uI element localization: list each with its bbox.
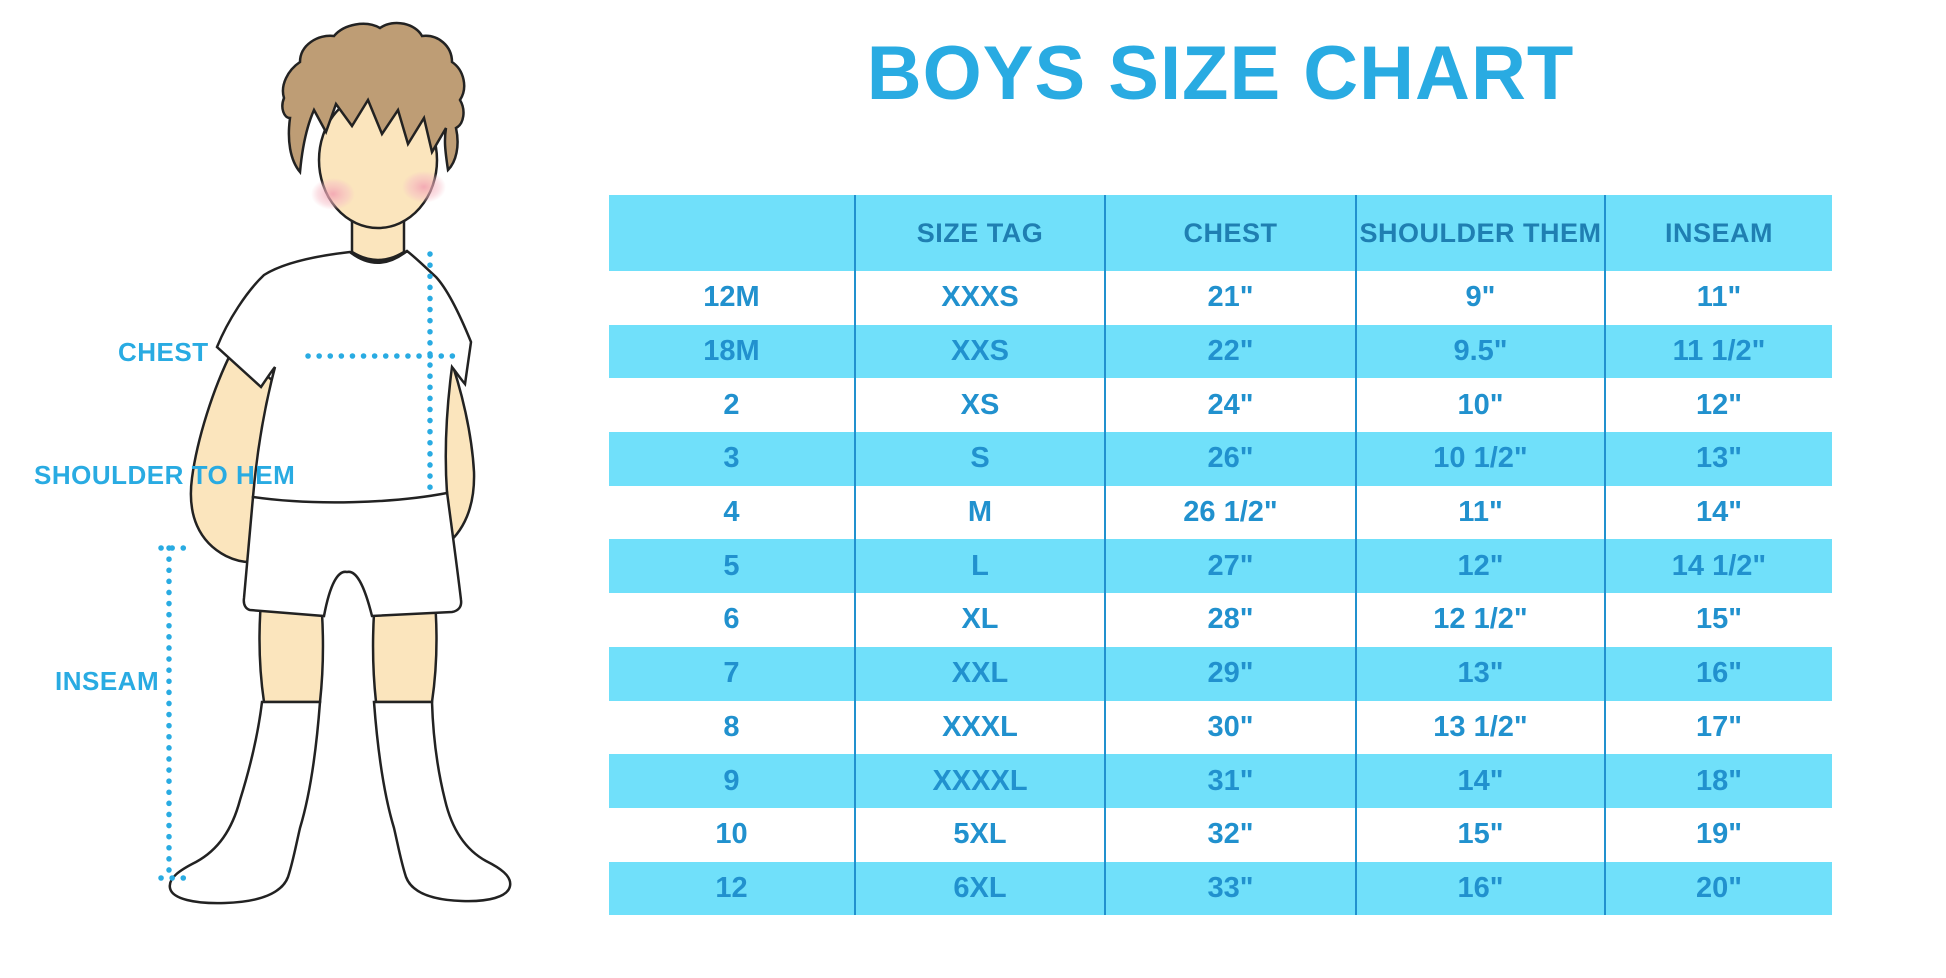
table-cell-r5-c0: 5 <box>723 549 740 582</box>
table-cell-r7-c4: 16" <box>1604 646 1832 701</box>
table-cell-r10-c4: 19" <box>1604 807 1832 862</box>
table-cell-r0-c3: 9" <box>1355 271 1605 325</box>
table-cell-r2-c4: 12" <box>1604 378 1832 433</box>
table-cell-r6-c0: 6 <box>723 603 740 636</box>
table-row: 12M XXXS 21" 9" 11" <box>609 271 1832 325</box>
table-cell-r10-c1: 5XL <box>854 807 1105 862</box>
table-cell-r2-c2: 24" <box>1104 378 1356 433</box>
column-header-1: SIZE TAG <box>854 195 1105 271</box>
chest-label: CHEST <box>118 337 209 367</box>
table-cell-r5-c1: L <box>854 539 1105 594</box>
table-cell-r9-c4: 18" <box>1604 754 1832 808</box>
table-cell-r8-c1: XXXL <box>854 700 1105 755</box>
boy-right-sock <box>372 700 512 903</box>
boy-hair <box>281 21 466 176</box>
size-chart-table: SIZE TAG CHEST SHOULDER THEM INSEAM 12M XXXS… <box>609 195 1832 916</box>
table-cell-r1-c2: 22" <box>1104 324 1356 379</box>
table-cell-r6-c2: 28" <box>1104 593 1356 647</box>
boy-shirt <box>215 249 473 504</box>
table-cell-r1-c3: 9.5" <box>1355 324 1605 379</box>
table-cell-r0-c0: 12M <box>703 281 760 314</box>
size-chart-header: SIZE TAG CHEST SHOULDER THEM INSEAM <box>609 195 1832 271</box>
table-cell-r6-c1: XL <box>854 593 1105 647</box>
table-row: 8 XXXL 30" 13 1/2" 17" <box>609 700 1832 755</box>
table-cell-r2-c3: 10" <box>1355 378 1605 433</box>
table-cell-r7-c2: 29" <box>1104 646 1356 701</box>
boy-left-cheek <box>311 178 355 210</box>
table-cell-r6-c3: 12 1/2" <box>1355 593 1605 647</box>
table-cell-r9-c2: 31" <box>1104 754 1356 808</box>
table-cell-r11-c0: 12 <box>715 871 748 904</box>
header-row: SIZE TAG CHEST SHOULDER THEM INSEAM <box>609 195 1832 271</box>
table-row: 10 5XL 32" 15" 19" <box>609 807 1832 862</box>
table-cell-r2-c0: 2 <box>723 388 740 421</box>
column-header-2: CHEST <box>1104 195 1356 271</box>
column-header-4: INSEAM <box>1604 195 1832 271</box>
page-title: BOYS SIZE CHART <box>866 31 1575 116</box>
table-cell-r8-c4: 17" <box>1604 700 1832 755</box>
table-cell-r11-c1: 6XL <box>854 861 1105 916</box>
column-header-3: SHOULDER THEM <box>1355 195 1605 271</box>
table-row: 5 L 27" 12" 14 1/2" <box>609 539 1832 594</box>
shoulder-to-hem-label: SHOULDER TO HEM <box>34 460 296 490</box>
inseam-label: INSEAM <box>55 666 160 696</box>
table-cell-r1-c0: 18M <box>703 335 760 368</box>
boy-left-sock <box>168 700 322 905</box>
table-cell-r11-c3: 16" <box>1355 861 1605 916</box>
table-cell-r4-c4: 14" <box>1604 485 1832 540</box>
table-cell-r10-c3: 15" <box>1355 807 1605 862</box>
table-cell-r11-c2: 33" <box>1104 861 1356 916</box>
table-cell-r9-c0: 9 <box>723 764 740 797</box>
table-cell-r1-c1: XXS <box>854 324 1105 379</box>
boy-right-cheek <box>402 171 446 203</box>
table-cell-r3-c3: 10 1/2" <box>1355 432 1605 486</box>
boy-shirt-collar <box>349 250 408 264</box>
table-cell-r0-c1: XXXS <box>854 271 1105 325</box>
table-row: 7 XXL 29" 13" 16" <box>609 646 1832 701</box>
table-row: 4 M 26 1/2" 11" 14" <box>609 485 1832 540</box>
table-cell-r5-c2: 27" <box>1104 539 1356 594</box>
table-cell-r10-c0: 10 <box>715 818 748 851</box>
table-cell-r3-c1: S <box>854 432 1105 486</box>
table-cell-r9-c3: 14" <box>1355 754 1605 808</box>
table-cell-r0-c4: 11" <box>1604 271 1832 325</box>
table-cell-r0-c2: 21" <box>1104 271 1356 325</box>
table-cell-r6-c4: 15" <box>1604 593 1832 647</box>
table-cell-r1-c4: 11 1/2" <box>1604 324 1832 379</box>
boy-illustration <box>158 21 512 905</box>
table-cell-r8-c2: 30" <box>1104 700 1356 755</box>
table-cell-r9-c1: XXXXL <box>854 754 1105 808</box>
table-cell-r2-c1: XS <box>854 378 1105 433</box>
table-cell-r4-c3: 11" <box>1355 485 1605 540</box>
table-row: 9 XXXXL 31" 14" 18" <box>609 754 1832 808</box>
measurement-figure: CHEST SHOULDER TO HEM INSEAM <box>0 0 560 973</box>
table-cell-r8-c3: 13 1/2" <box>1355 700 1605 755</box>
table-cell-r3-c0: 3 <box>723 442 740 475</box>
table-cell-r4-c1: M <box>854 485 1105 540</box>
table-cell-r7-c1: XXL <box>854 646 1105 701</box>
boy-shorts <box>242 490 463 618</box>
table-cell-r7-c0: 7 <box>723 657 740 690</box>
table-cell-r5-c3: 12" <box>1355 539 1605 594</box>
table-cell-r4-c2: 26 1/2" <box>1104 485 1356 540</box>
table-cell-r3-c2: 26" <box>1104 432 1356 486</box>
table-cell-r11-c4: 20" <box>1604 861 1832 916</box>
table-cell-r8-c0: 8 <box>723 710 740 743</box>
table-cell-r7-c3: 13" <box>1355 646 1605 701</box>
table-row: 3 S 26" 10 1/2" 13" <box>609 432 1832 486</box>
table-cell-r3-c4: 13" <box>1604 432 1832 486</box>
table-row: 2 XS 24" 10" 12" <box>609 378 1832 433</box>
table-cell-r10-c2: 32" <box>1104 807 1356 862</box>
table-cell-r5-c4: 14 1/2" <box>1604 539 1832 594</box>
table-cell-r4-c0: 4 <box>723 496 740 529</box>
column-header-0 <box>609 195 855 271</box>
size-chart-body: 12M XXXS 21" 9" 11" 18M XXS 22" 9.5" 11 1/2" 2 XS 24… <box>609 271 1832 916</box>
table-row: 18M XXS 22" 9.5" 11 1/2" <box>609 324 1832 379</box>
table-row: 6 XL 28" 12 1/2" 15" <box>609 593 1832 647</box>
table-row: 12 6XL 33" 16" 20" <box>609 861 1832 916</box>
